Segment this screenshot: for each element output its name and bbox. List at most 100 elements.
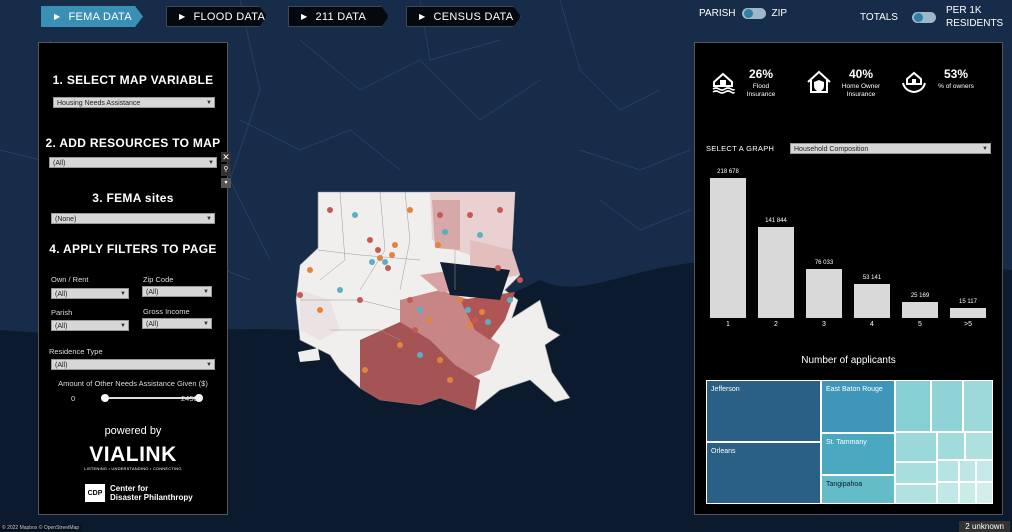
treemap-label: Tangipahoa	[826, 481, 863, 488]
dropdown-arrow-icon: ▼	[206, 362, 212, 368]
bar-3[interactable]	[806, 269, 842, 318]
treemap-cell[interactable]	[976, 460, 993, 482]
fema-sites-title: 3. FEMA sites	[92, 191, 174, 205]
zip-code-value: (All)	[146, 289, 159, 296]
treemap-cell[interactable]	[959, 460, 976, 482]
dropdown-arrow-icon: ▼	[120, 323, 126, 329]
treemap-cell[interactable]	[959, 482, 976, 504]
stat-flood-insurance: 26% Flood Insurance	[741, 67, 781, 99]
right-panel: 26% Flood Insurance 40% Home Owner Insur…	[694, 42, 1003, 515]
select-map-variable-title: 1. SELECT MAP VARIABLE	[52, 73, 214, 87]
treemap-cell-jefferson[interactable]: Jefferson	[706, 380, 821, 442]
tab-census-data[interactable]: ▶ CENSUS DATA	[406, 6, 521, 27]
amount-slider-min-handle[interactable]	[101, 394, 109, 402]
treemap-cell-tangipahoa[interactable]: Tangipahoa	[821, 475, 895, 504]
gross-income-label: Gross Income	[143, 307, 190, 316]
left-panel: 1. SELECT MAP VARIABLE Housing Needs Ass…	[38, 42, 228, 515]
treemap-cell[interactable]	[895, 462, 937, 484]
bar-4[interactable]	[854, 284, 890, 318]
amount-slider-max-handle[interactable]	[195, 394, 203, 402]
treemap-cell[interactable]	[895, 484, 937, 504]
cdp-name: Center for Disaster Philanthropy	[110, 484, 193, 502]
stat-pct: 53%	[943, 67, 969, 81]
gross-income-value: (All)	[146, 321, 159, 328]
treemap-cell-east-baton-rouge[interactable]: East Baton Rouge	[821, 380, 895, 433]
fema-sites-value: (None)	[55, 216, 77, 223]
cdp-line1: Center for	[110, 484, 149, 493]
map-variable-select[interactable]: Housing Needs Assistance ▼	[53, 97, 215, 108]
graph-select-value: Household Composition	[794, 146, 869, 153]
bar->5[interactable]	[950, 308, 986, 318]
bar-5[interactable]	[902, 302, 938, 318]
pin-icon[interactable]: ⚲	[221, 164, 231, 176]
play-icon: ▶	[419, 12, 426, 21]
amount-min: 0	[71, 394, 76, 403]
treemap-label: St. Tammany	[826, 439, 867, 446]
treemap-cell[interactable]	[976, 482, 993, 504]
own-rent-select[interactable]: (All) ▼	[51, 288, 129, 299]
stat-label: Home Owner	[841, 83, 881, 90]
graph-select[interactable]: Household Composition ▼	[790, 143, 991, 154]
stat-label: Flood	[752, 83, 770, 90]
dropdown-arrow-icon: ▼	[203, 321, 209, 327]
hands-house-icon	[902, 71, 926, 94]
parish-filter-label: Parish	[51, 308, 73, 317]
treemap-cell[interactable]	[937, 460, 959, 482]
metric-switch[interactable]	[911, 11, 936, 23]
tab-label: 211 DATA	[315, 10, 367, 23]
treemap-cell[interactable]	[965, 432, 993, 460]
treemap-cell[interactable]	[931, 380, 963, 432]
unknown-indicator[interactable]: 2 unknown	[959, 521, 1010, 532]
bar-value-label: 53 141	[862, 275, 882, 281]
gross-income-select[interactable]: (All) ▼	[142, 318, 212, 329]
fema-sites-select[interactable]: (None) ▼	[51, 213, 215, 224]
geo-switch[interactable]	[741, 8, 766, 19]
tab-211-data[interactable]: ▶ 211 DATA	[288, 6, 389, 27]
tab-flood-data[interactable]: ▶ FLOOD DATA	[166, 6, 267, 27]
metric-toggle[interactable]: TOTALS PER 1K RESIDENTS	[860, 4, 1003, 30]
treemap-cell-orleans[interactable]: Orleans	[706, 442, 821, 504]
amount-max: 24500	[181, 394, 202, 403]
amount-slider-track[interactable]	[103, 397, 199, 399]
resources-select[interactable]: (All) ▼	[49, 157, 217, 168]
own-rent-value: (All)	[55, 291, 68, 298]
parish-value: (All)	[55, 323, 68, 330]
cdp-logo: CDP	[85, 484, 105, 502]
chevron-down-icon[interactable]: ▾	[221, 178, 231, 188]
flood-house-icon	[712, 72, 735, 94]
dropdown-arrow-icon: ▼	[982, 146, 988, 152]
dropdown-arrow-icon: ▼	[203, 289, 209, 295]
treemap-cell-st-tammany[interactable]: St. Tammany	[821, 433, 895, 475]
per-1k-label: PER 1K	[945, 5, 982, 16]
treemap-cell[interactable]	[937, 432, 965, 460]
parish-select[interactable]: (All) ▼	[51, 320, 129, 331]
bar-category-label: >5	[964, 321, 972, 328]
stat-pct: 26%	[748, 67, 774, 81]
vialink-tagline: LISTENING • UNDERSTANDING • CONNECTING	[84, 466, 182, 471]
bar-category-label: 5	[918, 321, 922, 328]
dropdown-arrow-icon: ▼	[120, 291, 126, 297]
close-icon[interactable]: ✕	[221, 152, 231, 162]
treemap-label: Orleans	[711, 448, 736, 455]
x-axis-title: Number of applicants	[801, 355, 896, 366]
amount-label: Amount of Other Needs Assistance Given (…	[58, 379, 208, 388]
bar-2[interactable]	[758, 227, 794, 318]
tab-fema-data[interactable]: ▶ FEMA DATA	[41, 6, 143, 27]
residence-type-select[interactable]: (All) ▼	[51, 359, 215, 370]
bar-value-label: 141 844	[765, 218, 787, 224]
residence-type-label: Residence Type	[49, 347, 103, 356]
zip-code-select[interactable]: (All) ▼	[142, 286, 212, 297]
treemap-cell[interactable]	[937, 482, 959, 504]
geo-toggle[interactable]: PARISH ZIP	[699, 8, 787, 19]
treemap-cell[interactable]	[963, 380, 993, 432]
residents-label: RESIDENTS	[945, 18, 1004, 29]
treemap-cell[interactable]	[895, 432, 937, 462]
map-attribution[interactable]: © 2022 Mapbox © OpenStreetMap	[0, 525, 82, 531]
bar-value-label: 25 169	[910, 293, 930, 299]
bar-value-label: 15 117	[959, 299, 977, 305]
tab-label: FLOOD DATA	[193, 10, 266, 23]
bar-1[interactable]	[710, 178, 746, 318]
treemap-cell[interactable]	[895, 380, 931, 432]
stat-label: % of owners	[938, 83, 974, 90]
tab-label: CENSUS DATA	[433, 10, 514, 23]
